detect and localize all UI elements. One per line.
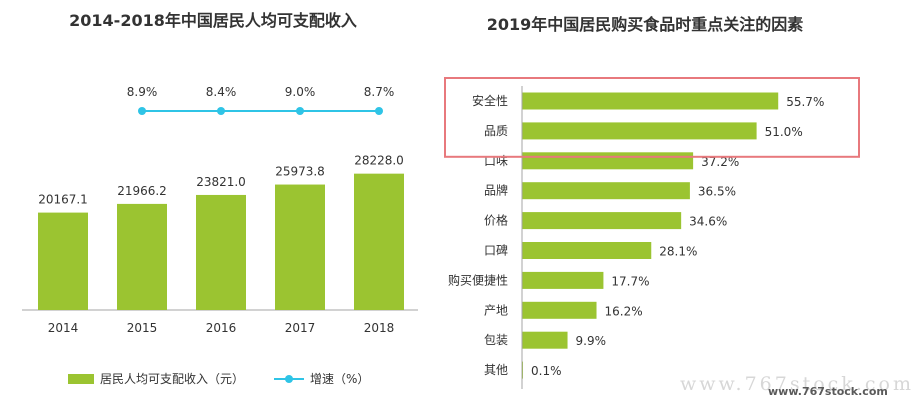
x-tick-label: 2016 [206,321,237,335]
left-chart-title: 2014-2018年中国居民人均可支配收入 [69,11,357,30]
category-label: 价格 [484,213,508,228]
income-bar [275,184,325,310]
panel-divider [426,0,427,403]
income-data-label: 20167.1 [38,193,88,207]
factor-data-label: 17.7% [611,274,649,288]
growth-point [296,107,304,115]
watermark: www.767stock.com [680,373,914,395]
growth-data-label: 8.4% [206,85,237,99]
income-bar [117,203,167,310]
legend-growth-label: 增速（%） [310,372,370,386]
income-bar [38,212,88,310]
growth-data-label: 8.9% [127,85,158,99]
factor-bar [522,92,779,110]
right-chart-title: 2019年中国居民购买食品时重点关注的因素 [486,15,804,34]
growth-data-label: 8.7% [364,85,395,99]
factor-data-label: 16.2% [605,304,643,318]
factor-bar [522,271,604,289]
category-label: 产地 [484,303,508,317]
income-data-label: 21966.2 [117,184,167,198]
factor-data-label: 9.9% [576,334,607,348]
factor-bar [522,331,568,349]
factor-data-label: 36.5% [698,185,736,199]
watermark-badge: www.767stock.com [768,385,888,398]
income-data-label: 23821.0 [196,175,246,189]
highlight-box [444,77,860,158]
factor-bar [522,182,690,200]
legend-line-swatch [274,374,304,384]
legend-bar-swatch [68,373,94,384]
income-data-label: 28228.0 [354,154,404,168]
factor-data-label: 0.1% [531,364,562,378]
category-label: 口碑 [484,243,508,258]
growth-point [217,107,225,115]
income-data-label: 25973.8 [275,165,325,179]
income-bar [196,194,246,310]
factor-bar [522,122,757,140]
x-tick-label: 2015 [127,321,158,335]
factor-bar [522,212,682,230]
category-label: 其他 [484,363,508,377]
legend-growth: 增速（%） [274,370,369,387]
factor-data-label: 28.1% [659,245,697,259]
factor-bar [522,242,652,259]
growth-data-label: 9.0% [285,85,316,99]
factor-data-label: 37.2% [701,155,739,169]
x-tick-label: 2018 [364,321,395,335]
category-label: 品质 [484,124,508,138]
legend-income: 居民人均可支配收入（元） [68,370,244,387]
growth-point [138,107,146,115]
factor-data-label: 51.0% [765,125,803,139]
x-tick-label: 2017 [285,321,316,335]
income-bar [354,173,404,310]
factor-data-label: 55.7% [786,95,824,109]
category-label: 安全性 [472,93,508,108]
factor-data-label: 34.6% [689,215,727,229]
growth-point [375,107,383,115]
factor-bar [522,152,694,170]
category-label: 购买便捷性 [448,272,508,287]
x-tick-label: 2014 [48,321,79,335]
factor-bar [522,301,597,319]
legend-income-label: 居民人均可支配收入（元） [100,372,245,386]
category-label: 品牌 [484,184,508,198]
category-label: 包装 [484,333,508,347]
